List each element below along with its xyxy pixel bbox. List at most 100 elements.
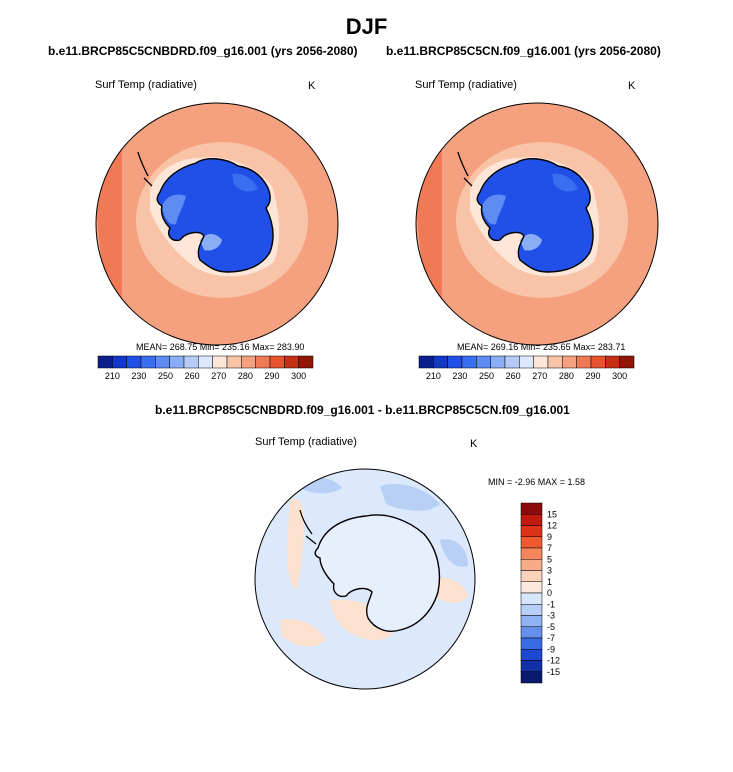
left-colorbar-box — [126, 355, 142, 369]
right-colorbar-box — [519, 355, 534, 369]
right-panel-title: b.e11.BRCP85C5CN.f09_g16.001 (yrs 2056-2… — [386, 44, 661, 58]
right-map — [416, 103, 658, 345]
diff-colorbar-tick-label: 15 — [547, 509, 557, 519]
right-colorbar-box — [533, 355, 549, 369]
left-stats: MEAN= 268.75 Min= 235.16 Max= 283.90 — [136, 342, 305, 352]
left-colorbar-box — [155, 355, 170, 369]
left-colorbar-box — [212, 355, 228, 369]
diff-colorbar-tick-label: 1 — [547, 577, 552, 587]
right-colorbar: 210 230 250 260 270 280 290 300 — [418, 355, 635, 381]
diff-colorbar-box — [520, 604, 543, 616]
right-units-label: K — [628, 80, 636, 92]
diff-colorbar-box — [520, 592, 543, 605]
right-colorbar-tick-label: 270 — [532, 371, 547, 381]
diff-colorbar-box — [520, 547, 543, 560]
diff-colorbar-box — [520, 570, 543, 582]
diff-colorbar-tick-label: -1 — [547, 599, 555, 609]
left-warm-edge — [96, 112, 122, 330]
left-colorbar-box — [112, 355, 127, 369]
left-colorbar-box — [255, 355, 271, 369]
left-colorbar-tick-label: 280 — [238, 371, 253, 381]
diff-colorbar-tick-label: -9 — [547, 644, 555, 654]
right-map-border — [415, 102, 659, 346]
diff-colorbar-tick-label: 3 — [547, 566, 552, 576]
left-colorbar-box — [183, 355, 199, 369]
right-colorbar-tick-label: 300 — [612, 371, 627, 381]
diff-neg-patch-3 — [440, 539, 468, 567]
right-colorbar-box — [504, 355, 520, 369]
diff-variable-label: Surf Temp (radiative) — [255, 436, 357, 448]
figure-title: DJF — [345, 14, 388, 39]
right-colorbar-tick-label: 250 — [479, 371, 494, 381]
diff-colorbar-box — [520, 671, 543, 684]
diff-colorbar-box — [520, 626, 543, 639]
left-map-border — [95, 102, 339, 346]
diff-colorbar-box — [520, 514, 543, 526]
diff-colorbar-tick-label: 9 — [547, 532, 552, 542]
diff-stats: MIN = -2.96 MAX = 1.58 — [488, 477, 586, 487]
diff-pos-patch-1 — [287, 498, 305, 590]
right-colorbar-box — [562, 355, 577, 369]
right-colorbar-tick-label: 290 — [586, 371, 601, 381]
diff-neg-patch-1 — [380, 484, 440, 511]
diff-colorbar-tick-label: -5 — [547, 622, 555, 632]
diff-colorbar-tick-label: -15 — [547, 667, 560, 677]
diff-coastline — [314, 514, 441, 632]
right-colorbar-box — [576, 355, 592, 369]
right-colorbar-box — [418, 355, 434, 369]
diff-units-label: K — [470, 438, 478, 450]
diff-colorbar-tick-label: -3 — [547, 611, 555, 621]
right-colorbar-tick-label: 230 — [452, 371, 467, 381]
right-colorbar-tick-label: 280 — [559, 371, 574, 381]
diff-colorbar-tick-label: -12 — [547, 656, 560, 666]
left-colorbar-box — [269, 355, 285, 369]
diff-colorbar-box — [520, 615, 543, 627]
right-colorbar-box — [605, 355, 620, 369]
diff-colorbar-tick-label: 0 — [547, 588, 552, 598]
diff-colorbar-box — [520, 649, 543, 661]
right-colorbar-box — [476, 355, 491, 369]
right-colorbar-box — [433, 355, 448, 369]
left-variable-label: Surf Temp (radiative) — [95, 79, 197, 91]
diff-colorbar-tick-label: 7 — [547, 543, 552, 553]
right-colorbar-box — [619, 355, 635, 369]
diff-map-border — [254, 468, 476, 690]
left-colorbar-tick-label: 260 — [185, 371, 200, 381]
right-warm-edge — [416, 112, 442, 330]
left-colorbar-tick-label: 300 — [291, 371, 306, 381]
diff-colorbar-box — [520, 502, 543, 515]
diff-colorbar-box — [520, 559, 543, 571]
left-panel-title: b.e11.BRCP85C5CNBDRD.f09_g16.001 (yrs 20… — [48, 44, 358, 58]
left-colorbar-tick-label: 290 — [265, 371, 280, 381]
right-stats: MEAN= 269.16 Min= 235.65 Max= 283.71 — [457, 342, 626, 352]
diff-colorbar-tick-label: 5 — [547, 554, 552, 564]
diff-colorbar-box — [520, 536, 543, 549]
left-colorbar-tick-label: 250 — [158, 371, 173, 381]
left-colorbar-box — [140, 355, 156, 369]
left-colorbar-tick-label: 270 — [211, 371, 226, 381]
right-variable-label: Surf Temp (radiative) — [415, 79, 517, 91]
right-colorbar-box — [461, 355, 477, 369]
left-units-label: K — [308, 80, 316, 92]
diff-colorbar-box — [520, 525, 543, 537]
left-colorbar-tick-label: 230 — [131, 371, 146, 381]
right-colorbar-tick-label: 210 — [426, 371, 441, 381]
right-colorbar-box — [547, 355, 563, 369]
diff-map — [255, 469, 475, 689]
left-colorbar-box — [226, 355, 242, 369]
left-colorbar-box — [169, 355, 185, 369]
left-colorbar-box — [241, 355, 256, 369]
left-colorbar-box — [97, 355, 113, 369]
diff-colorbar-box — [520, 637, 543, 650]
left-colorbar: 210 230 250 260 270 280 290 300 — [97, 355, 314, 381]
left-map — [96, 103, 338, 345]
right-colorbar-box — [490, 355, 506, 369]
diff-colorbar-tick-label: 12 — [547, 521, 557, 531]
left-colorbar-box — [298, 355, 314, 369]
right-colorbar-tick-label: 260 — [506, 371, 521, 381]
diff-pos-patch-3 — [280, 619, 326, 647]
left-colorbar-tick-label: 210 — [105, 371, 120, 381]
right-colorbar-box — [590, 355, 606, 369]
